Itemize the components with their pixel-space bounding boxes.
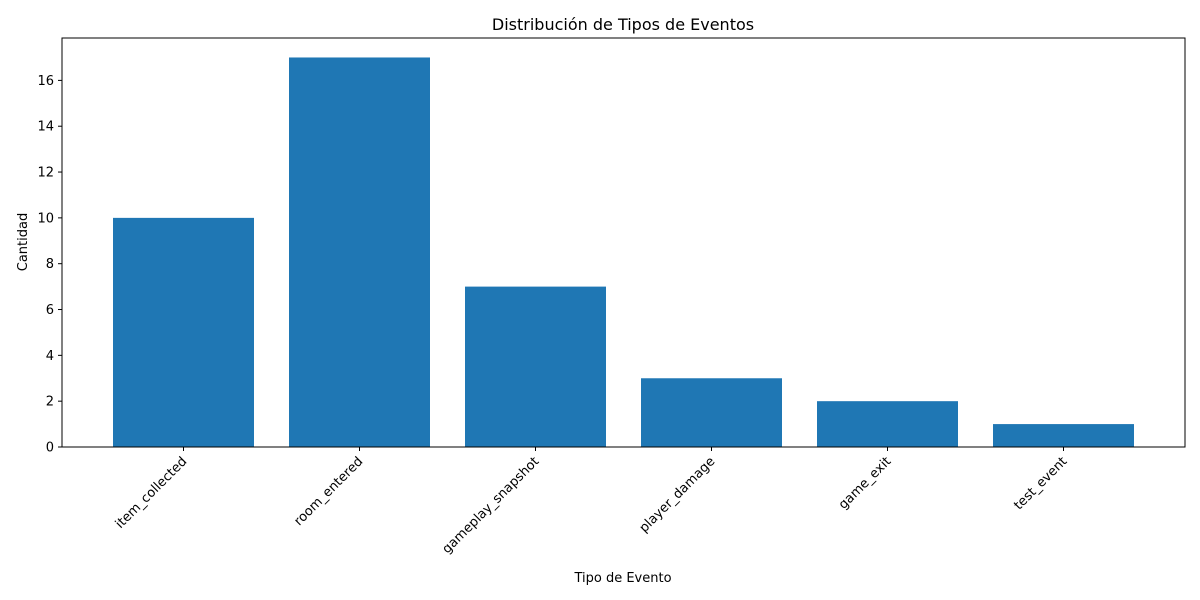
- plot-frame: [61, 37, 1186, 448]
- y-tick-label: 14: [37, 120, 54, 135]
- bars-group: [113, 57, 1134, 447]
- x-tick-label: test_event: [1011, 454, 1070, 513]
- chart-title: Distribución de Tipos de Eventos: [492, 15, 754, 34]
- bar-game_exit: [817, 401, 958, 447]
- x-axis-ticks: item_collected room_entered gameplay_snaps…: [113, 447, 1070, 557]
- y-tick-label: 12: [37, 166, 54, 181]
- x-axis-label: Tipo de Evento: [573, 571, 671, 586]
- y-axis-label: Cantidad: [16, 213, 31, 271]
- bar-player_damage: [641, 378, 782, 447]
- y-axis-ticks: 0 2 4 6 8 10 12 14 16: [37, 74, 62, 456]
- x-tick-label: gameplay_snapshot: [440, 454, 543, 557]
- bar-test_event: [993, 424, 1134, 447]
- bar-gameplay_snapshot: [465, 286, 606, 447]
- y-tick-label: 10: [37, 211, 54, 226]
- y-tick-label: 0: [46, 441, 54, 456]
- x-tick-label: item_collected: [113, 454, 191, 532]
- y-tick-label: 6: [46, 303, 54, 318]
- y-tick-label: 8: [46, 257, 54, 272]
- x-tick-label: room_entered: [292, 454, 367, 529]
- y-tick-label: 16: [37, 74, 54, 89]
- x-tick-label: game_exit: [836, 454, 894, 512]
- x-tick-label: player_damage: [637, 454, 719, 536]
- bar-item_collected: [113, 217, 254, 447]
- bar-room_entered: [289, 57, 430, 447]
- y-tick-label: 2: [46, 395, 54, 410]
- y-tick-label: 4: [46, 349, 54, 364]
